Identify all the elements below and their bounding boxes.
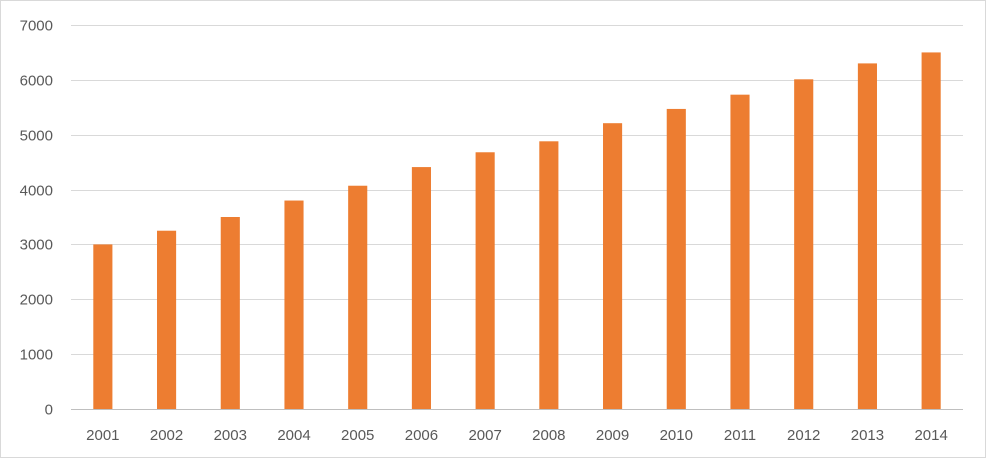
x-tick-label: 2013 <box>851 427 884 444</box>
x-tick-label: 2004 <box>277 427 310 444</box>
bar <box>220 217 240 409</box>
bar <box>730 94 750 409</box>
x-tick-label: 2003 <box>214 427 247 444</box>
bar <box>857 63 877 410</box>
x-tick-label: 2001 <box>86 427 119 444</box>
y-tick-label: 3000 <box>20 237 53 254</box>
bar <box>539 141 559 409</box>
x-tick-label: 2009 <box>596 427 629 444</box>
y-tick-label: 4000 <box>20 183 53 200</box>
y-axis-tick-labels: 0 1000 2000 3000 4000 5000 6000 7000 <box>20 18 53 419</box>
x-axis-tick-labels: 2001 2002 2003 2004 2005 2006 2007 2008 2009 2010… <box>86 427 948 444</box>
bar <box>411 167 431 409</box>
x-tick-label: 2012 <box>787 427 820 444</box>
x-tick-label: 2002 <box>150 427 183 444</box>
bar <box>921 52 941 410</box>
bar <box>603 123 623 410</box>
x-tick-label: 2005 <box>341 427 374 444</box>
y-tick-label: 7000 <box>20 18 53 35</box>
gridlines <box>71 25 963 355</box>
x-tick-label: 2007 <box>468 427 501 444</box>
y-tick-label: 1000 <box>20 347 53 364</box>
bar <box>157 230 177 409</box>
bar <box>348 185 368 409</box>
x-tick-label: 2014 <box>914 427 947 444</box>
y-tick-label: 0 <box>45 402 53 419</box>
x-tick-label: 2011 <box>724 427 756 444</box>
x-tick-label: 2006 <box>405 427 438 444</box>
bar <box>475 152 495 410</box>
y-tick-label: 5000 <box>20 128 53 145</box>
bar <box>284 200 304 409</box>
bars <box>93 52 941 410</box>
bar <box>794 79 814 410</box>
bar <box>666 108 686 409</box>
y-tick-label: 6000 <box>20 73 53 90</box>
x-tick-label: 2008 <box>532 427 565 444</box>
bar <box>93 244 113 409</box>
x-tick-label: 2010 <box>660 427 693 444</box>
y-tick-label: 2000 <box>20 292 53 309</box>
